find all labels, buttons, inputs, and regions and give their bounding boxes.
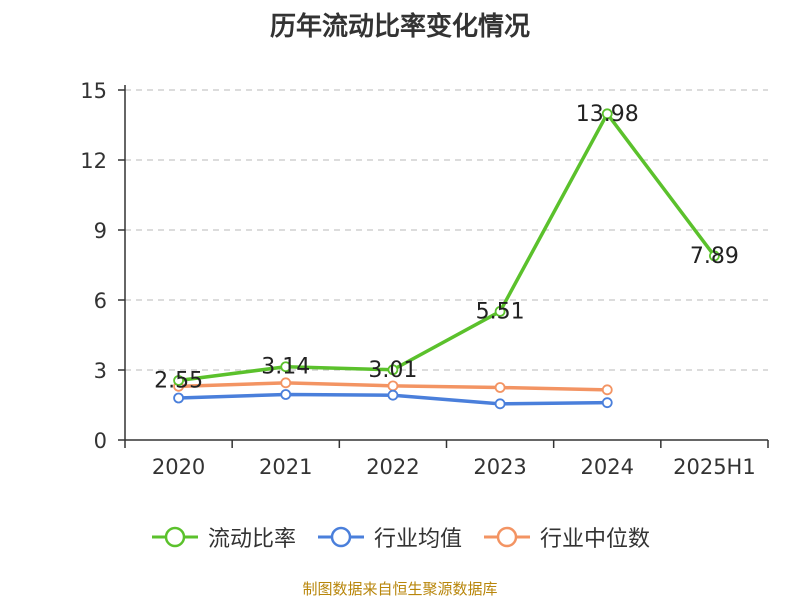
data-point [387, 389, 399, 401]
data-point [494, 398, 506, 410]
data-label: 13.98 [576, 102, 639, 127]
data-point [173, 392, 184, 404]
series-lines [173, 108, 720, 410]
data-point [280, 389, 292, 400]
x-tick-label: 2025H1 [673, 455, 756, 479]
data-point [601, 384, 613, 396]
data-point [494, 306, 506, 317]
x-tick-label: 2023 [473, 455, 526, 479]
legend-marker-icon [151, 526, 198, 548]
axes: 0 3 6 9 12 15 2020 2021 2022 2023 2024 2025H1 [80, 79, 769, 479]
data-label: 3.14 [261, 355, 310, 380]
legend-marker-icon [484, 526, 530, 548]
source-note: 制图数据来自恒生聚源数据库 [302, 580, 498, 598]
data-point [280, 377, 292, 389]
data-point [387, 364, 399, 376]
legend-label: 行业中位数 [540, 527, 651, 552]
y-tick-label: 6 [94, 289, 107, 313]
y-tick-label: 15 [80, 79, 107, 103]
data-point [601, 397, 613, 409]
legend-marker-icon [317, 526, 364, 548]
data-labels: 2.55 3.14 3.01 5.51 13.98 7.89 [154, 102, 739, 394]
x-tick-label: 2020 [152, 455, 205, 479]
data-label: 2.55 [154, 369, 203, 394]
data-point [709, 250, 720, 262]
data-label: 5.51 [476, 299, 525, 324]
y-tick-label: 12 [80, 149, 107, 173]
data-point [494, 382, 506, 393]
data-point [280, 361, 292, 373]
data-label: 7.89 [690, 244, 739, 269]
legend-item[interactable]: 行业中位数 [482, 521, 650, 553]
x-tick-label: 2022 [366, 455, 419, 479]
legend-label: 行业均值 [373, 527, 462, 552]
legend: 流动比率 行业均值 行业中位数 [0, 520, 800, 554]
legend-item[interactable]: 流动比率 [150, 521, 296, 553]
y-tick-label: 3 [94, 359, 107, 383]
chart-title: 历年流动比率变化情况 [269, 12, 530, 42]
series-line [178, 112, 716, 383]
y-tick-label: 9 [94, 219, 107, 243]
data-point [173, 375, 184, 386]
grid-lines [125, 89, 768, 371]
y-tick-label: 0 [94, 429, 107, 453]
data-point [601, 108, 613, 120]
data-label: 3.01 [368, 358, 417, 383]
legend-item[interactable]: 行业均值 [316, 521, 462, 553]
x-tick-label: 2024 [581, 455, 634, 479]
legend-label: 流动比率 [207, 527, 296, 552]
x-tick-label: 2021 [259, 455, 312, 479]
